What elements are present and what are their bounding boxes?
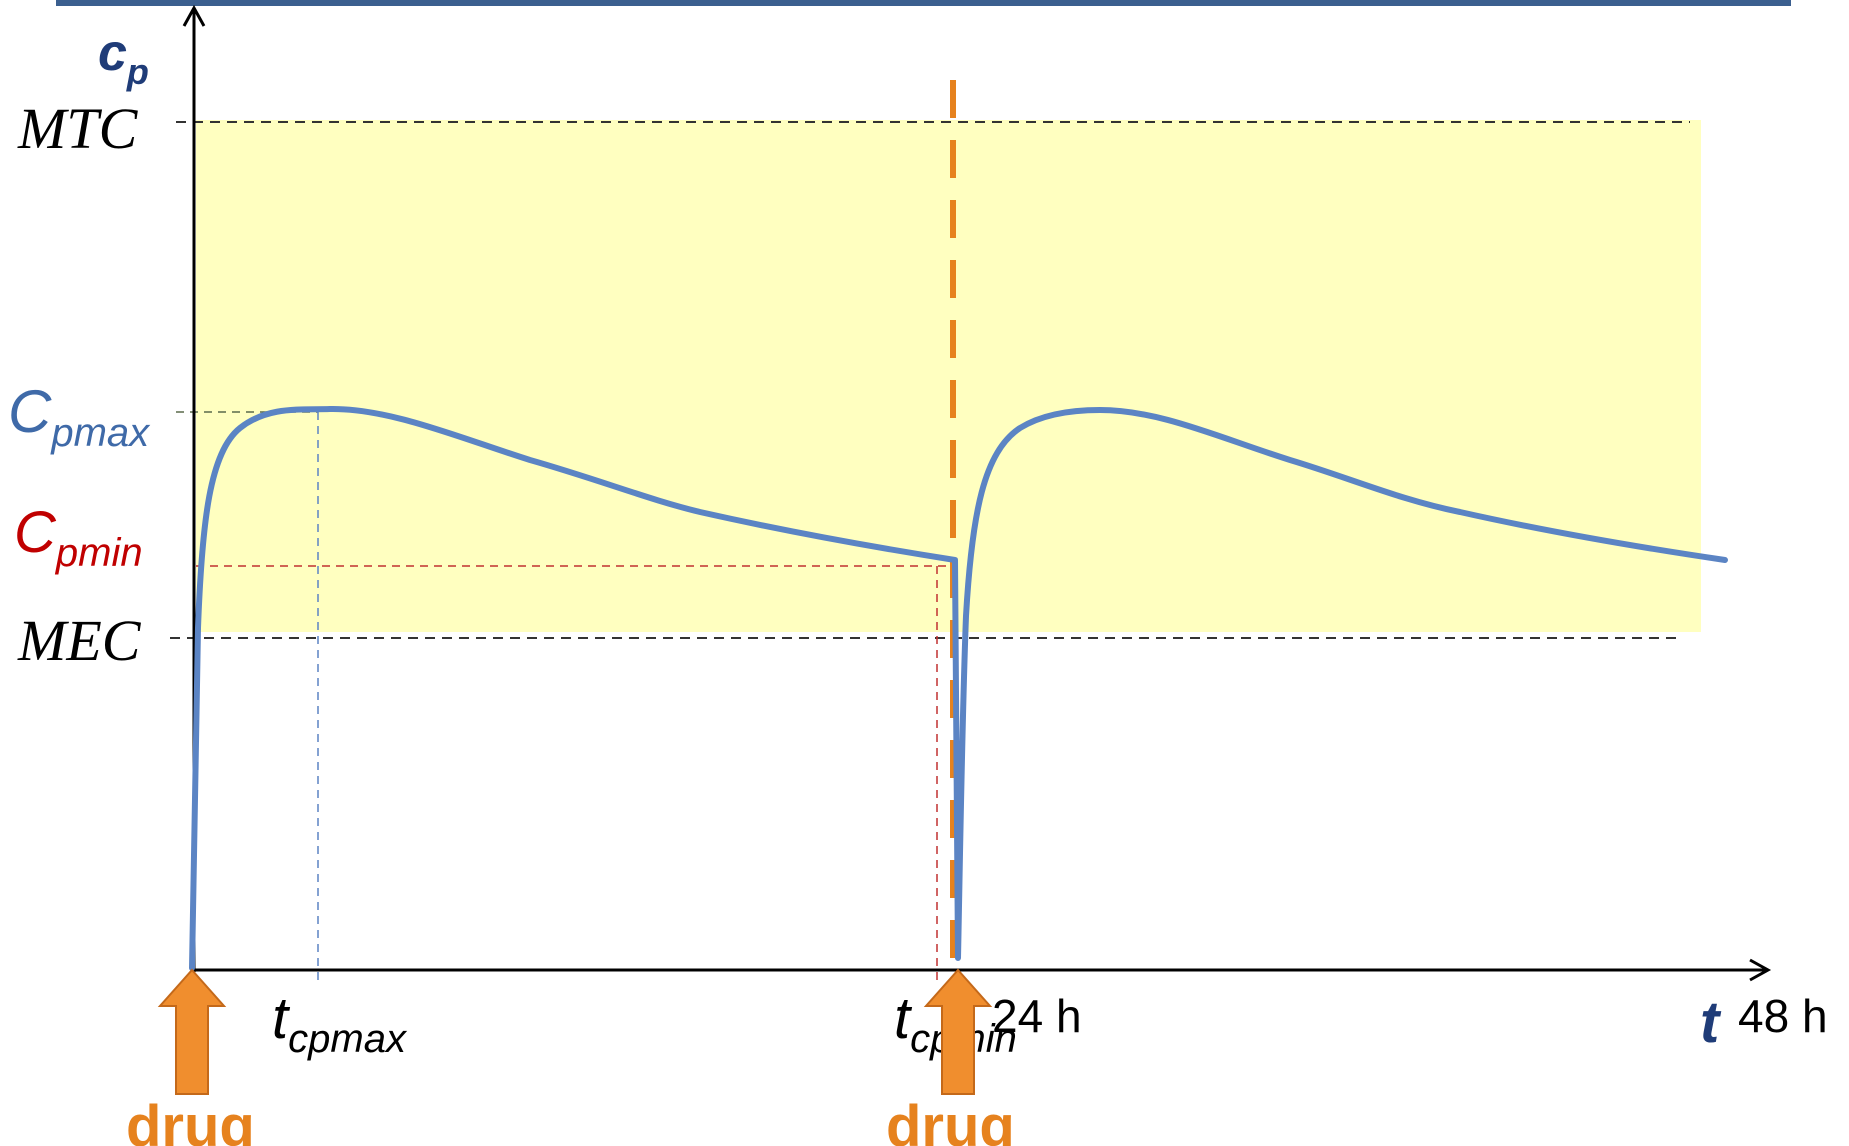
dose-arrow-2-shape <box>923 968 993 1095</box>
dose-arrow-1 <box>157 968 227 1095</box>
x-axis-label: t <box>1700 990 1722 1055</box>
mec-label: MEC <box>17 608 142 673</box>
x-tick-48h: 48 h <box>1738 990 1828 1042</box>
dose-arrow-2 <box>923 968 993 1095</box>
tcpmax-label: tcpmax <box>272 986 408 1061</box>
concentration-curve <box>189 405 1728 971</box>
header-bar <box>56 0 1791 6</box>
cpmax-label: Cpmax <box>8 378 151 455</box>
y-axis-label: cp <box>98 24 149 92</box>
mtc-label: MTC <box>17 96 139 161</box>
dose-arrow-1-shape <box>157 968 227 1095</box>
x-tick-24h: 24 h <box>992 990 1082 1042</box>
x-axis-arrowhead <box>1749 958 1772 982</box>
cpmin-label: Cpmin <box>14 500 143 575</box>
dose-label-1: drug <box>126 1094 255 1146</box>
y-axis-arrowhead <box>182 4 206 27</box>
therapeutic-window <box>196 120 1701 632</box>
dose-label-2: drug <box>886 1094 1015 1146</box>
